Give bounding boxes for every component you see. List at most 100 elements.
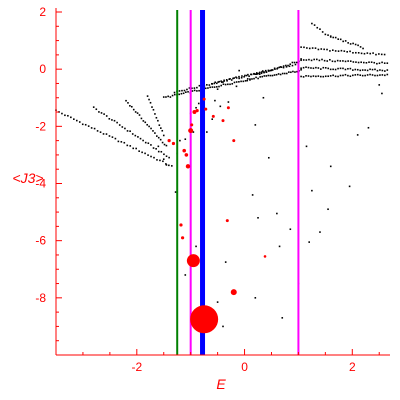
scatter-point [73,118,75,120]
scatter-point [347,42,349,44]
scatter-point [369,52,372,55]
scatter-point [255,76,257,79]
scatter-point [334,68,337,71]
scatter-point [183,89,186,92]
scatter-point [322,66,325,69]
scatter-point [235,81,238,83]
scatter-point [168,164,170,167]
scatter-point [354,43,357,46]
scatter-point [263,71,265,73]
scatter-point [227,83,229,86]
scatter-point [262,96,265,99]
scatter-point [220,80,222,82]
highlight-point [186,254,200,268]
scatter-point [240,76,243,79]
scatter-point [359,74,362,76]
scatter-point [369,73,371,76]
scatter-point [308,47,311,50]
scatter-point [290,71,292,74]
scatter-point [171,94,174,97]
scatter-point [366,74,369,76]
scatter-point [319,231,321,233]
scatter-point [263,75,266,77]
scatter-point [372,52,374,54]
scatter-point [375,53,377,56]
scatter-point [208,84,211,86]
scatter-point [238,69,240,72]
scatter-point [327,208,329,211]
scatter-point [162,160,164,163]
scatter-point [218,85,220,88]
scatter-point [381,74,384,76]
scatter-point [218,80,221,83]
scatter-point [206,84,208,86]
scatter-point [178,90,181,92]
scatter-point [207,87,209,89]
scatter-point [180,92,183,95]
scatter-point [173,93,176,96]
scatter-point [384,74,386,77]
scatter-point [157,150,160,153]
scatter-point [224,83,227,86]
scatter-point [329,75,332,77]
scatter-point [381,61,383,64]
scatter-point [251,78,253,80]
scatter-point [123,141,126,144]
scatter-point [373,61,376,64]
scatter-point [125,99,127,102]
scatter-point [323,59,326,62]
scatter-point [231,83,234,85]
scatter-point [324,67,327,69]
scatter-point [312,67,315,70]
scatter-point [339,38,342,41]
scatter-point [149,101,152,104]
scatter-point [349,43,352,45]
scatter-point [256,72,258,74]
scatter-point [326,60,329,62]
scatter-point [334,50,337,52]
scatter-point [179,139,181,142]
scatter-point [150,144,152,146]
scatter-point [348,185,351,188]
scatter-point [317,48,320,51]
scatter-point [140,117,143,120]
scatter-point [359,69,362,72]
scatter-point [233,77,235,79]
scatter-point [332,74,334,77]
scatter-point [185,91,187,93]
scatter-point [216,301,219,303]
scatter-point [81,123,84,126]
scatter-point [144,152,146,155]
scatter-point [165,163,167,165]
scatter-point [216,88,219,90]
scatter-point [196,86,198,89]
scatter-point [96,130,99,132]
scatter-point [84,123,87,126]
x-tick-label: -2 [131,360,142,374]
scatter-point [281,72,284,75]
scatter-point [352,61,355,63]
scatter-point [238,75,240,78]
scatter-point [161,129,164,132]
scatter-point [311,47,314,49]
scatter-point [305,75,307,77]
scatter-point [132,147,135,150]
scatter-point [162,134,165,137]
scatter-point [331,49,334,51]
scatter-point [152,130,154,132]
scatter-point [162,96,165,98]
x-tick-label: 2 [349,360,356,374]
scatter-point [337,50,340,52]
scatter-point [302,66,305,69]
scatter-point [367,126,370,129]
scatter-point [329,58,331,61]
scatter-point [232,77,234,80]
scatter-point [319,28,321,30]
scatter-point [139,137,142,140]
scatter-point [142,120,145,122]
scatter-point [253,73,255,75]
scatter-point [229,83,231,86]
scatter-point [154,132,156,134]
scatter-point [344,73,347,76]
